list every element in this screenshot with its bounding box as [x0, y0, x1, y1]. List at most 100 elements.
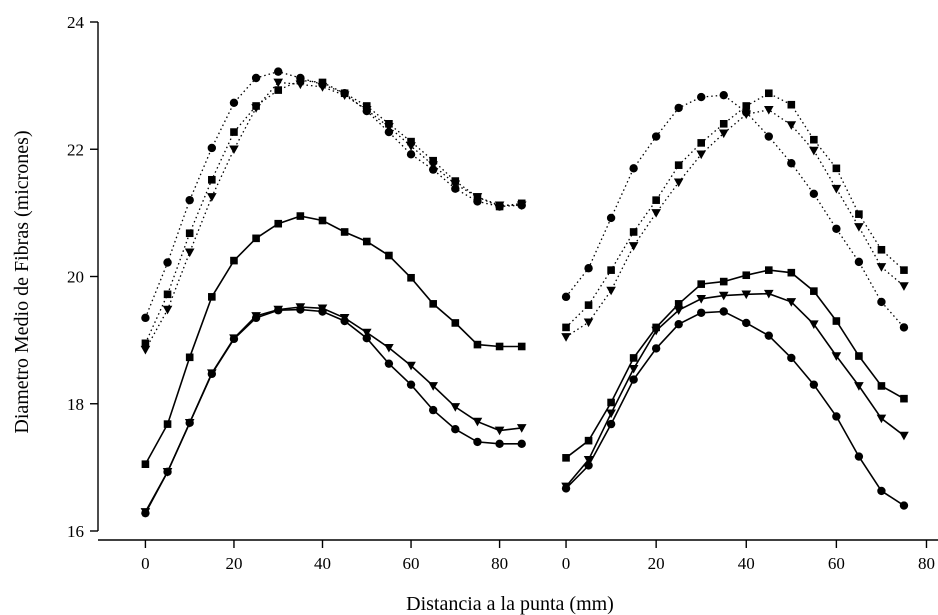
- y-tick-label: 20: [67, 268, 84, 287]
- data-point-square: [164, 291, 172, 299]
- data-point-circle: [765, 331, 773, 339]
- data-point-triangle: [584, 319, 594, 328]
- data-point-circle: [832, 412, 840, 420]
- series-line: [145, 310, 521, 514]
- data-point-triangle: [764, 106, 774, 115]
- data-point-circle: [318, 307, 326, 315]
- data-point-square: [252, 235, 260, 243]
- data-point-circle: [562, 293, 570, 301]
- data-point-triangle: [495, 427, 505, 436]
- data-point-circle: [562, 484, 570, 492]
- data-point-square: [363, 238, 371, 246]
- series-5: [561, 290, 909, 491]
- y-tick-label: 16: [67, 522, 84, 541]
- data-point-circle: [296, 305, 304, 313]
- data-point-circle: [855, 258, 863, 266]
- data-point-circle: [407, 150, 415, 158]
- data-point-square: [720, 278, 728, 286]
- data-point-triangle: [809, 147, 819, 156]
- data-point-triangle: [674, 179, 684, 188]
- data-point-circle: [877, 298, 885, 306]
- data-point-circle: [720, 91, 728, 99]
- data-point-circle: [230, 335, 238, 343]
- data-point-square: [474, 341, 482, 349]
- data-point-circle: [141, 509, 149, 517]
- data-point-triangle: [651, 209, 661, 218]
- data-point-circle: [855, 452, 863, 460]
- y-tick-label: 22: [67, 140, 84, 159]
- data-point-square: [765, 89, 773, 97]
- y-axis: 16 18 20 22 24: [67, 13, 98, 541]
- data-point-square: [810, 287, 818, 295]
- data-point-square: [319, 217, 327, 225]
- data-point-circle: [584, 461, 592, 469]
- series-2: [142, 77, 526, 347]
- data-point-square: [810, 136, 818, 144]
- data-point-circle: [340, 317, 348, 325]
- data-point-triangle: [787, 121, 797, 130]
- data-point-square: [742, 102, 750, 110]
- data-point-circle: [765, 132, 773, 140]
- data-point-circle: [787, 354, 795, 362]
- x-tick-label: 20: [225, 554, 242, 573]
- data-point-triangle: [473, 418, 483, 427]
- data-point-circle: [252, 74, 260, 82]
- data-point-square: [855, 352, 863, 360]
- data-point-triangle: [719, 130, 729, 139]
- data-point-triangle: [696, 151, 706, 160]
- data-point-triangle: [854, 223, 864, 232]
- series-line: [145, 82, 521, 349]
- data-point-circle: [473, 438, 481, 446]
- data-point-triangle: [629, 242, 639, 251]
- data-point-circle: [652, 344, 660, 352]
- data-point-circle: [900, 323, 908, 331]
- data-point-triangle: [273, 79, 283, 88]
- data-point-circle: [607, 420, 615, 428]
- data-point-square: [274, 86, 282, 94]
- data-point-circle: [877, 487, 885, 495]
- data-point-circle: [742, 319, 750, 327]
- data-point-triangle: [296, 81, 306, 90]
- data-point-square: [720, 120, 728, 128]
- series-3: [561, 106, 909, 342]
- data-point-triangle: [141, 346, 151, 355]
- data-point-square: [562, 454, 570, 462]
- series-line: [145, 72, 521, 318]
- data-point-circle: [787, 159, 795, 167]
- data-point-circle: [629, 375, 637, 383]
- data-point-square: [607, 399, 615, 407]
- data-point-triangle: [163, 306, 173, 315]
- data-point-triangle: [899, 432, 909, 441]
- data-point-triangle: [561, 333, 571, 342]
- series-line: [566, 312, 904, 506]
- y-tick-label: 24: [67, 13, 85, 32]
- data-point-square: [675, 161, 683, 169]
- series-line: [566, 110, 904, 337]
- series-6: [141, 305, 526, 517]
- data-point-square: [274, 220, 282, 228]
- data-point-circle: [163, 468, 171, 476]
- data-point-square: [142, 460, 150, 468]
- series-4: [142, 212, 526, 468]
- data-point-square: [562, 324, 570, 332]
- series-line: [145, 216, 521, 464]
- data-point-square: [518, 343, 526, 351]
- data-point-square: [697, 280, 705, 288]
- data-point-square: [607, 266, 615, 274]
- data-point-square: [697, 139, 705, 147]
- data-point-square: [878, 382, 886, 390]
- data-point-triangle: [606, 287, 616, 296]
- series-1: [141, 67, 526, 322]
- data-point-square: [230, 128, 238, 136]
- data-point-square: [496, 343, 504, 351]
- data-point-circle: [495, 440, 503, 448]
- data-point-circle: [274, 67, 282, 75]
- data-point-square: [833, 317, 841, 325]
- x-tick-label: 20: [648, 554, 665, 573]
- data-point-square: [208, 293, 216, 301]
- data-point-square: [297, 212, 305, 220]
- data-point-square: [407, 274, 415, 282]
- data-point-triangle: [229, 145, 239, 154]
- data-point-circle: [252, 314, 260, 322]
- data-point-circle: [652, 132, 660, 140]
